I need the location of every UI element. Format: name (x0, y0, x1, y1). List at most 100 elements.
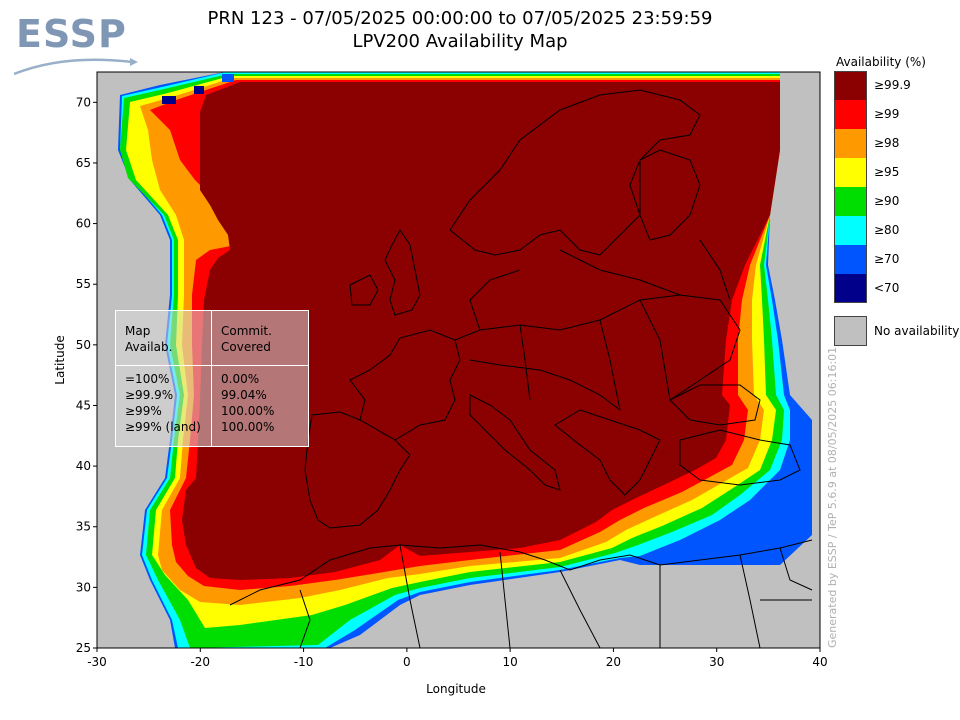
stats-divider-horizontal (116, 365, 308, 366)
legend-item: ≥90 (834, 187, 960, 216)
legend-swatch (834, 71, 867, 100)
y-axis-label: Latitude (53, 335, 67, 384)
border-line-11 (499, 551, 511, 648)
y-tick-label: 70 (76, 95, 91, 109)
x-tick-label: -30 (87, 655, 107, 669)
x-tick-label: 40 (812, 655, 827, 669)
map-subtitle: LPV200 Availability Map (352, 31, 568, 52)
legend-swatch (834, 100, 867, 129)
logo-swoosh-icon (14, 58, 138, 76)
y-tick-label: 35 (76, 520, 91, 534)
border-line-14 (739, 554, 761, 648)
stats-column-availab: =100% ≥99.9% ≥99% ≥99% (land) (125, 371, 211, 435)
band-speck-2 (194, 86, 204, 94)
legend-item: ≥99 (834, 100, 960, 129)
border-line-2 (469, 359, 621, 411)
stats-availab-cell: ≥99% (125, 404, 162, 418)
legend-swatch (834, 158, 867, 187)
legend-label: ≥99 (874, 107, 900, 121)
coastline-iberia (304, 411, 411, 529)
legend-item: ≥98 (834, 129, 960, 158)
legend-label: ≥80 (874, 223, 900, 237)
stats-divider-vertical (211, 311, 212, 446)
stats-header-commit-covered: Commit. Covered (221, 324, 272, 354)
coverage-stats-box: Map Availab. Commit. Covered =100% ≥99.9… (115, 310, 309, 447)
legend-label: ≥99.9 (874, 78, 911, 92)
border-line-9 (299, 589, 311, 648)
stats-header-map-availab: Map Availab. (125, 324, 173, 354)
border-line-16 (779, 547, 813, 591)
y-tick-label: 55 (76, 277, 91, 291)
legend-label: ≥95 (874, 165, 900, 179)
border-line-3 (519, 324, 531, 401)
legend-swatch (834, 129, 867, 158)
band-speck-3 (222, 74, 234, 82)
stats-availab-cell: =100% (125, 372, 170, 386)
y-tick-label: 45 (76, 398, 91, 412)
stats-covered-cell: 0.00% (221, 372, 260, 386)
no-availability-swatch (834, 316, 867, 346)
legend-item: <70 (834, 274, 960, 303)
legend-item: ≥70 (834, 245, 960, 274)
legend-swatch (834, 274, 867, 303)
legend-title: Availability (%) (836, 55, 926, 69)
stats-covered-cell: 99.04% (221, 388, 267, 402)
coastline-italy (469, 394, 561, 491)
x-tick-label: 0 (403, 655, 411, 669)
y-tick-label: 40 (76, 459, 91, 473)
band-speck-1 (162, 96, 176, 104)
x-axis-label: Longitude (426, 682, 486, 696)
x-axis-ticks: -30 -20 -10 0 10 20 30 40 (87, 648, 828, 669)
stats-availab-cell: ≥99.9% (125, 388, 174, 402)
y-tick-label: 65 (76, 156, 91, 170)
border-line-1 (454, 294, 741, 401)
stats-covered-cell: 100.00% (221, 404, 275, 418)
coastline-balkans-greece (554, 409, 661, 496)
x-tick-label: 10 (503, 655, 518, 669)
no-availability-label: No availability (874, 324, 960, 338)
coastline-turkey (679, 429, 801, 486)
legend-label: ≥98 (874, 136, 900, 150)
legend-label: ≥90 (874, 194, 900, 208)
legend-item: ≥99.9 (834, 71, 960, 100)
generation-credit: Generated by ESSP / TeP 5.6.9 at 08/05/2… (826, 346, 839, 648)
coastline-great-britain (384, 229, 421, 316)
x-tick-label: 20 (606, 655, 621, 669)
stats-column-covered: 0.00% 99.04% 100.00% 100.00% (221, 371, 307, 435)
coastline-france (349, 329, 461, 441)
coastline-finland (639, 149, 701, 241)
y-tick-label: 25 (76, 641, 91, 655)
legend-swatch (834, 245, 867, 274)
legend-swatch (834, 187, 867, 216)
legend-item: ≥95 (834, 158, 960, 187)
essp-logo: ESSP (14, 12, 138, 82)
border-line-8 (699, 239, 731, 301)
y-tick-label: 30 (76, 580, 91, 594)
stats-availab-cell: ≥99% (land) (125, 420, 201, 434)
x-tick-label: -10 (294, 655, 314, 669)
y-tick-label: 50 (76, 338, 91, 352)
legend-item: ≥80 (834, 216, 960, 245)
x-tick-label: 30 (709, 655, 724, 669)
border-line-10 (399, 544, 421, 648)
stats-covered-cell: 100.00% (221, 420, 275, 434)
legend-swatch (834, 216, 867, 245)
border-line-12 (559, 569, 601, 648)
legend-label: ≥70 (874, 252, 900, 266)
border-line-7 (559, 249, 681, 296)
coastlines (229, 89, 813, 648)
border-line-6 (469, 269, 521, 331)
border-line-5 (639, 299, 671, 401)
plot-frame (96, 71, 821, 649)
y-tick-label: 60 (76, 217, 91, 231)
band-ge99-9 (182, 82, 780, 580)
coastline-north-africa (229, 539, 813, 606)
map-title: PRN 123 - 07/05/2025 00:00:00 to 07/05/2… (207, 8, 713, 29)
essp-logo-text: ESSP (16, 12, 127, 56)
legend-label: <70 (874, 281, 900, 295)
x-tick-label: -20 (190, 655, 210, 669)
border-line-4 (599, 319, 621, 411)
coastline-black-sea (669, 384, 761, 426)
y-axis-ticks: 25 30 35 40 45 50 55 60 65 70 (76, 95, 97, 655)
